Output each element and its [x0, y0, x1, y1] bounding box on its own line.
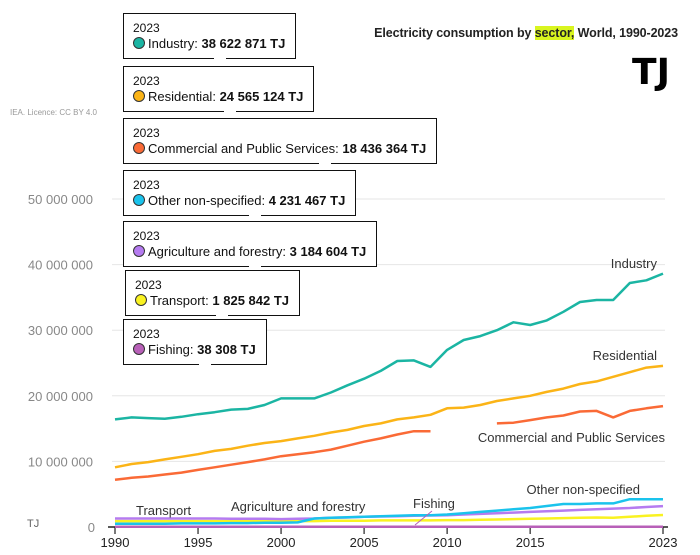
- series-label: Agriculture and forestry: [231, 499, 366, 514]
- series-color-dot-icon: [133, 245, 145, 257]
- tooltip-value: 1 825 842 TJ: [212, 293, 290, 308]
- title-pre: Electricity consumption by: [374, 26, 535, 40]
- tooltip-notch: [199, 362, 211, 367]
- tooltip-year: 2023: [133, 178, 160, 192]
- series-label: Other non-specified: [527, 482, 640, 497]
- chart-title: Electricity consumption by sector, World…: [374, 26, 678, 40]
- series-label: Fishing: [413, 496, 455, 511]
- tooltip-residential: 2023 Residential: 24 565 124 TJ: [123, 66, 315, 114]
- series-label: Residential: [593, 348, 657, 363]
- x-tick-label: 2000: [267, 535, 296, 550]
- tooltip-year: 2023: [133, 229, 160, 243]
- tooltip-agriculture-and-forestry: 2023 Agriculture and forestry: 3 184 604 …: [123, 221, 378, 269]
- series-color-dot-icon: [133, 37, 145, 49]
- tooltip-notch: [249, 264, 261, 269]
- tooltip-value: 38 622 871 TJ: [201, 36, 286, 51]
- y-tick-label: 50 000 000: [28, 192, 93, 207]
- x-tick-label: 2010: [433, 535, 462, 550]
- tooltip-series-name: Transport: [150, 293, 206, 308]
- title-post: World, 1990-2023: [574, 26, 678, 40]
- tooltip-series-name: Fishing: [148, 342, 190, 357]
- title-highlight: sector,: [534, 26, 575, 40]
- tooltip-year: 2023: [135, 278, 162, 292]
- y-tick-label: 0: [88, 520, 95, 535]
- tooltip-commercial-and-public-services: 2023 Commercial and Public Services: 18 4…: [123, 118, 438, 166]
- x-tick-label: 1990: [101, 535, 130, 550]
- x-tick-label: 1995: [184, 535, 213, 550]
- x-tick-label: 2015: [516, 535, 545, 550]
- tooltip-series-name: Other non-specified: [148, 193, 262, 208]
- series-color-dot-icon: [133, 194, 145, 206]
- x-tick-label: 2023: [649, 535, 678, 550]
- series-color-dot-icon: [135, 294, 147, 306]
- tooltip-notch: [319, 161, 331, 166]
- series-line-other-non-specified: [115, 497, 664, 525]
- tooltip-value: 4 231 467 TJ: [268, 193, 346, 208]
- series-line-residential: [114, 364, 664, 469]
- series-color-dot-icon: [133, 142, 145, 154]
- tooltip-series-name: Commercial and Public Services: [148, 141, 336, 156]
- series-line-commercial-and-public-services: [114, 404, 664, 482]
- tooltip-notch: [216, 313, 228, 318]
- tooltip-series-name: Agriculture and forestry: [148, 244, 283, 259]
- y-tick-label: 20 000 000: [28, 389, 93, 404]
- tooltip-notch: [249, 213, 261, 218]
- y-tick-label: 30 000 000: [28, 323, 93, 338]
- series-label: Industry: [611, 256, 658, 271]
- licence-text: IEA. Licence: CC BY 4.0: [10, 108, 98, 117]
- tooltip-series-name: Residential: [148, 89, 213, 104]
- x-tick-label: 2005: [350, 535, 379, 550]
- tooltip-year: 2023: [133, 74, 160, 88]
- series-color-dot-icon: [133, 343, 145, 355]
- y-tick-label: 10 000 000: [28, 454, 93, 469]
- y-unit-label: TJ: [27, 518, 39, 530]
- tooltip-transport: 2023 Transport: 1 825 842 TJ: [125, 270, 301, 318]
- tooltip-notch: [224, 109, 236, 114]
- series-color-dot-icon: [133, 90, 145, 102]
- fishing-label-connector: [414, 510, 433, 526]
- tooltip-value: 38 308 TJ: [197, 342, 256, 357]
- tooltip-value: 18 436 364 TJ: [342, 141, 427, 156]
- series-line-industry: [114, 272, 664, 421]
- series-line-transport: [115, 513, 664, 523]
- tooltip-value: 3 184 604 TJ: [289, 244, 367, 259]
- tooltip-value: 24 565 124 TJ: [219, 89, 304, 104]
- series-label: Commercial and Public Services: [478, 430, 666, 445]
- unit-label-big: TJ: [632, 52, 670, 93]
- tooltip-series-name: Industry: [148, 36, 195, 51]
- tooltip-industry: 2023 Industry: 38 622 871 TJ: [123, 13, 297, 61]
- tooltip-other-non-specified: 2023 Other non-specified: 4 231 467 TJ: [123, 170, 357, 218]
- y-tick-label: 40 000 000: [28, 258, 93, 273]
- series-label: Transport: [136, 503, 192, 518]
- tooltip-notch: [214, 56, 226, 61]
- tooltip-year: 2023: [133, 21, 160, 35]
- tooltip-year: 2023: [133, 126, 160, 140]
- tooltip-fishing: 2023 Fishing: 38 308 TJ: [123, 319, 267, 367]
- tooltip-year: 2023: [133, 327, 160, 341]
